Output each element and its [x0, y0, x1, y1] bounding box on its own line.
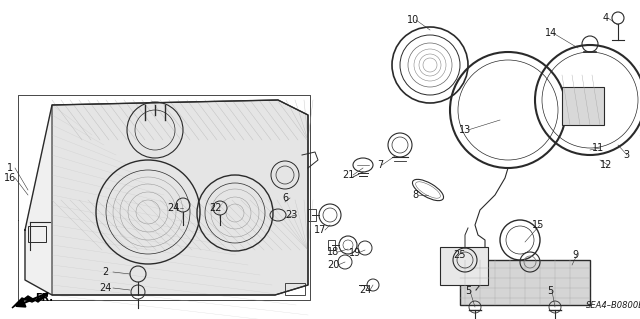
Text: 1: 1 — [7, 163, 13, 173]
Polygon shape — [52, 100, 308, 295]
Text: 24: 24 — [99, 283, 111, 293]
Text: 9: 9 — [572, 250, 578, 260]
Text: 24: 24 — [167, 203, 179, 213]
Text: 3: 3 — [623, 150, 629, 160]
Bar — [440, 247, 488, 285]
Text: 23: 23 — [285, 210, 297, 220]
Text: 17: 17 — [314, 225, 326, 235]
Text: 10: 10 — [407, 15, 419, 25]
Text: 5: 5 — [547, 286, 553, 296]
Text: 21: 21 — [342, 170, 354, 180]
Text: 13: 13 — [459, 125, 471, 135]
Text: 19: 19 — [349, 248, 361, 258]
Text: 8: 8 — [412, 190, 418, 200]
Polygon shape — [12, 294, 48, 308]
Polygon shape — [25, 100, 308, 295]
Text: 12: 12 — [600, 160, 612, 170]
Bar — [308, 209, 316, 221]
Text: 2: 2 — [102, 267, 108, 277]
Bar — [285, 283, 305, 295]
Bar — [28, 226, 46, 242]
Text: 22: 22 — [210, 203, 222, 213]
Text: 7: 7 — [377, 160, 383, 170]
Text: 15: 15 — [532, 220, 544, 230]
Text: 20: 20 — [327, 260, 339, 270]
Bar — [328, 240, 335, 250]
Bar — [460, 260, 590, 305]
Text: 11: 11 — [592, 143, 604, 153]
Text: 25: 25 — [454, 250, 467, 260]
Text: FR.: FR. — [35, 293, 53, 303]
Text: 18: 18 — [327, 247, 339, 257]
Text: 5: 5 — [465, 286, 471, 296]
Bar — [562, 87, 604, 125]
Text: 4: 4 — [603, 13, 609, 23]
Text: SEA4–B0800B: SEA4–B0800B — [586, 300, 640, 309]
Text: 6: 6 — [282, 193, 288, 203]
Text: 16: 16 — [4, 173, 16, 183]
Text: 24: 24 — [359, 285, 371, 295]
Text: 14: 14 — [545, 28, 557, 38]
